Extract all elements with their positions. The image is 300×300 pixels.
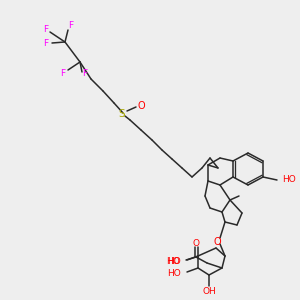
Text: OH: OH xyxy=(202,286,216,296)
Text: F: F xyxy=(82,70,88,79)
Text: HO: HO xyxy=(166,256,180,266)
Text: O: O xyxy=(193,238,200,247)
Text: O: O xyxy=(137,101,145,111)
Text: HO: HO xyxy=(282,176,296,184)
Text: F: F xyxy=(60,68,66,77)
Text: F: F xyxy=(44,26,49,34)
Text: HO: HO xyxy=(167,268,181,278)
Text: O: O xyxy=(213,237,221,247)
Text: F: F xyxy=(68,22,74,31)
Text: S: S xyxy=(119,109,125,119)
Text: HO: HO xyxy=(167,256,181,266)
Text: F: F xyxy=(44,40,49,49)
